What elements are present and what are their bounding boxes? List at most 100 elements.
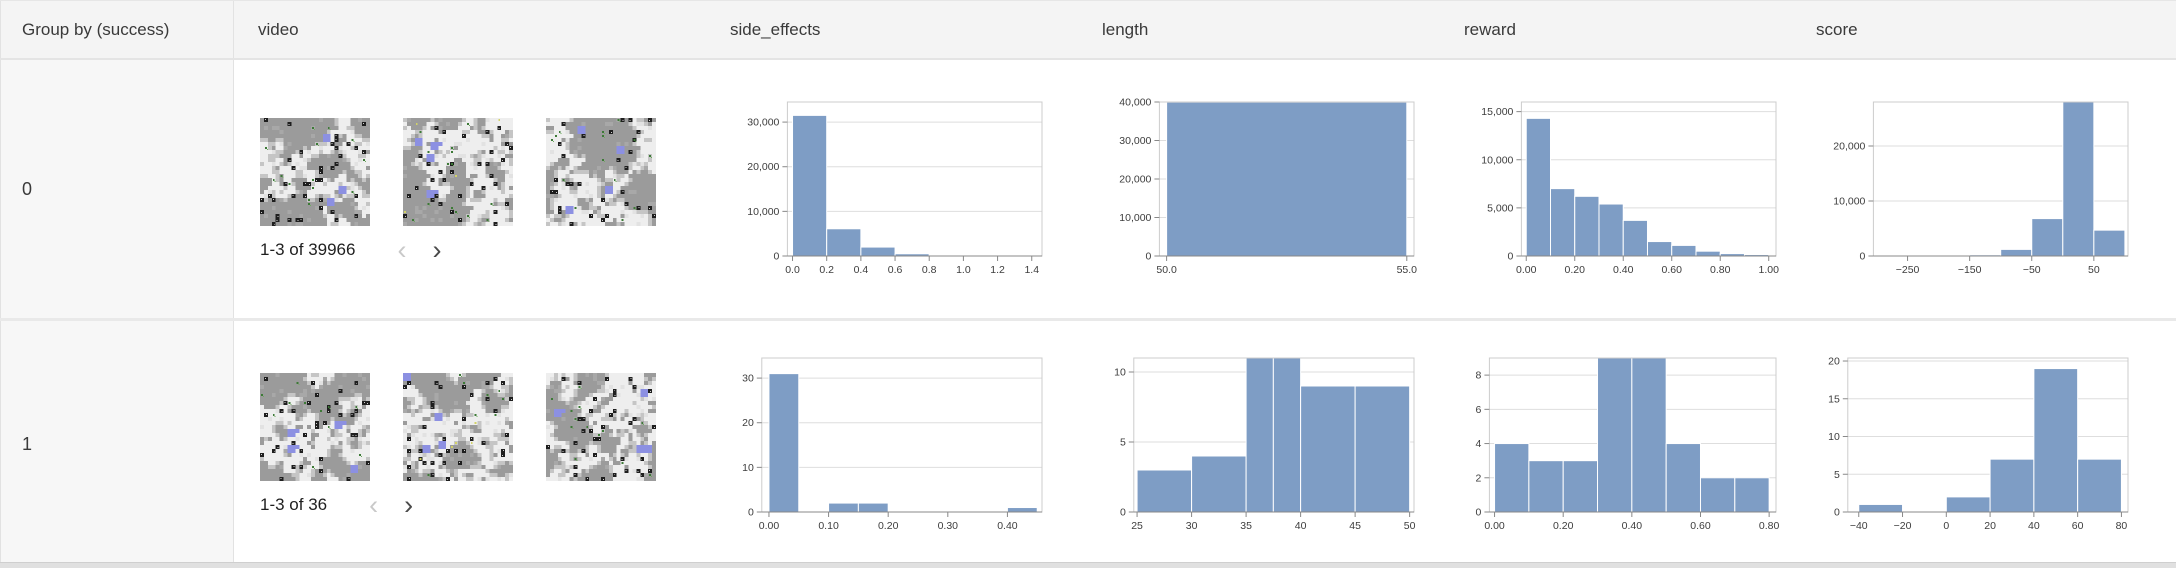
svg-text:20: 20 (742, 417, 754, 429)
svg-text:0.80: 0.80 (1710, 264, 1731, 276)
svg-text:20,000: 20,000 (1833, 141, 1865, 153)
group-label: 0 (22, 178, 33, 199)
svg-text:25: 25 (1131, 520, 1143, 532)
video-thumbnail[interactable] (403, 117, 513, 226)
pagination: 1-3 of 36 ‹ › (260, 490, 414, 520)
side_effects-cell: 0 10 20 30 0.00 0.10 0.20 0.30 0.40 (706, 321, 1078, 568)
svg-text:1.00: 1.00 (1759, 264, 1780, 276)
svg-text:15: 15 (1828, 393, 1840, 405)
column-header-group[interactable]: Group by (success) (0, 1, 234, 58)
histogram-side_effects[interactable]: 0 10,000 20,000 30,000 0.0 0.2 0.4 0.6 0.8 1.0 1.2… (730, 96, 1050, 282)
svg-text:10,000: 10,000 (747, 206, 779, 218)
svg-text:80: 80 (2116, 520, 2128, 532)
score-cell: 0 10,000 20,000 −250 −150 −50 50 (1792, 60, 2176, 318)
video-thumbnail[interactable] (403, 373, 513, 481)
svg-text:0.20: 0.20 (878, 520, 899, 532)
length-cell: 0 5 10 25 30 35 40 45 50 (1078, 321, 1440, 568)
svg-text:2: 2 (1476, 472, 1482, 484)
column-header-label: length (1102, 19, 1149, 39)
svg-text:20: 20 (1828, 355, 1840, 367)
column-header-label: Group by (success) (22, 19, 170, 39)
svg-text:1.0: 1.0 (956, 264, 971, 276)
svg-text:0.0: 0.0 (785, 264, 800, 276)
svg-text:10: 10 (1828, 431, 1840, 443)
svg-text:0.60: 0.60 (1690, 520, 1711, 532)
svg-text:0.10: 0.10 (818, 520, 839, 532)
table-row: 1 1-3 of 36 ‹ › 0 10 20 30 0.00 0.10 0.20 0.30 0… (0, 321, 2176, 568)
svg-text:40: 40 (2028, 520, 2040, 532)
column-header-side_effects[interactable]: side_effects (706, 1, 1078, 58)
histogram-score[interactable]: 0 10,000 20,000 −250 −150 −50 50 (1816, 96, 2136, 282)
svg-text:0: 0 (1146, 251, 1152, 263)
svg-text:0.40: 0.40 (1622, 520, 1643, 532)
reward-cell: 0 2 4 6 8 0.00 0.20 0.40 0.60 0.80 (1440, 321, 1792, 568)
svg-text:6: 6 (1476, 403, 1482, 415)
column-header-length[interactable]: length (1078, 1, 1440, 58)
svg-text:−50: −50 (2023, 264, 2041, 276)
pagination-label: 1-3 of 36 (260, 495, 328, 514)
pagination: 1-3 of 39966 ‹ › (260, 234, 442, 265)
svg-text:−40: −40 (1850, 520, 1868, 532)
svg-text:0.20: 0.20 (1553, 520, 1574, 532)
prev-page-icon[interactable]: ‹ (397, 234, 407, 265)
svg-text:0.20: 0.20 (1565, 264, 1586, 276)
svg-text:0: 0 (1476, 506, 1482, 518)
svg-text:0.00: 0.00 (1516, 264, 1537, 276)
svg-text:0.30: 0.30 (938, 520, 959, 532)
column-header-score[interactable]: score (1792, 1, 2176, 58)
svg-text:0.8: 0.8 (922, 264, 937, 276)
svg-text:0: 0 (748, 506, 754, 518)
reward-cell: 0 5,000 10,000 15,000 0.00 0.20 0.40 0.60 0.80 1.… (1440, 60, 1792, 318)
svg-text:0: 0 (1508, 251, 1514, 263)
svg-text:0: 0 (1120, 506, 1126, 518)
histogram-side_effects[interactable]: 0 10 20 30 0.00 0.10 0.20 0.30 0.40 (730, 352, 1050, 538)
svg-text:0.40: 0.40 (997, 520, 1018, 532)
video-thumbnail[interactable] (546, 373, 656, 481)
svg-text:0: 0 (1834, 506, 1840, 518)
column-header-label: side_effects (730, 19, 821, 39)
svg-text:50: 50 (1404, 520, 1416, 532)
svg-text:60: 60 (2072, 520, 2084, 532)
svg-text:15,000: 15,000 (1481, 106, 1513, 118)
svg-text:0: 0 (1860, 251, 1866, 263)
pagination-label: 1-3 of 39966 (260, 239, 356, 259)
svg-text:8: 8 (1476, 369, 1482, 381)
histogram-length[interactable]: 0 5 10 25 30 35 40 45 50 (1102, 352, 1422, 538)
svg-text:50.0: 50.0 (1156, 264, 1177, 276)
next-page-icon[interactable]: › (432, 234, 442, 265)
svg-text:35: 35 (1240, 520, 1252, 532)
svg-text:0.40: 0.40 (1613, 264, 1634, 276)
svg-text:45: 45 (1349, 520, 1361, 532)
svg-text:30,000: 30,000 (747, 117, 779, 129)
histogram-score[interactable]: 0 5 10 15 20 −40 −20 0 20 40 60 80 (1816, 352, 2136, 538)
svg-text:0: 0 (774, 251, 780, 263)
group-cell: 0 (0, 60, 234, 318)
video-thumbnails (260, 373, 656, 481)
group-cell: 1 (0, 321, 234, 568)
column-header-reward[interactable]: reward (1440, 1, 1792, 58)
next-page-icon[interactable]: › (404, 490, 414, 520)
video-cell: 1-3 of 39966 ‹ › (234, 60, 706, 318)
histogram-reward[interactable]: 0 2 4 6 8 0.00 0.20 0.40 0.60 0.80 (1464, 352, 1784, 538)
column-header-label: reward (1464, 19, 1516, 39)
column-header-label: video (258, 19, 299, 39)
video-thumbnail[interactable] (546, 117, 656, 226)
svg-text:10,000: 10,000 (1833, 196, 1865, 208)
video-thumbnail[interactable] (260, 117, 370, 226)
score-cell: 0 5 10 15 20 −40 −20 0 20 40 60 80 (1792, 321, 2176, 568)
prev-page-icon[interactable]: ‹ (369, 490, 379, 520)
column-header-video[interactable]: video (234, 1, 706, 58)
svg-text:1.2: 1.2 (990, 264, 1005, 276)
svg-text:0.60: 0.60 (1662, 264, 1683, 276)
video-thumbnails (260, 117, 656, 226)
histogram-length[interactable]: 0 10,000 20,000 30,000 40,000 50.0 55.0 (1102, 96, 1422, 282)
svg-text:50: 50 (2088, 264, 2100, 276)
side_effects-cell: 0 10,000 20,000 30,000 0.0 0.2 0.4 0.6 0.8 1.0 1.2… (706, 60, 1078, 318)
histogram-reward[interactable]: 0 5,000 10,000 15,000 0.00 0.20 0.40 0.60 0.80 1.… (1464, 96, 1784, 282)
svg-text:40,000: 40,000 (1119, 97, 1151, 109)
svg-text:10: 10 (1114, 366, 1126, 378)
video-thumbnail[interactable] (260, 373, 370, 481)
horizontal-scrollbar[interactable] (0, 562, 2176, 568)
svg-text:−250: −250 (1896, 264, 1920, 276)
